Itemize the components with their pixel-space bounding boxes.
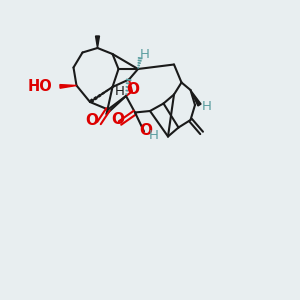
Text: HO: HO bbox=[28, 79, 52, 94]
Polygon shape bbox=[95, 36, 100, 48]
Text: O: O bbox=[111, 112, 124, 127]
Polygon shape bbox=[60, 85, 76, 88]
Polygon shape bbox=[190, 90, 201, 106]
Text: H: H bbox=[149, 129, 158, 142]
Text: H: H bbox=[202, 100, 211, 113]
Text: O: O bbox=[139, 123, 152, 138]
Text: O: O bbox=[126, 82, 140, 97]
Text: H: H bbox=[115, 85, 125, 98]
Text: H: H bbox=[140, 48, 149, 61]
Text: O: O bbox=[85, 113, 98, 128]
